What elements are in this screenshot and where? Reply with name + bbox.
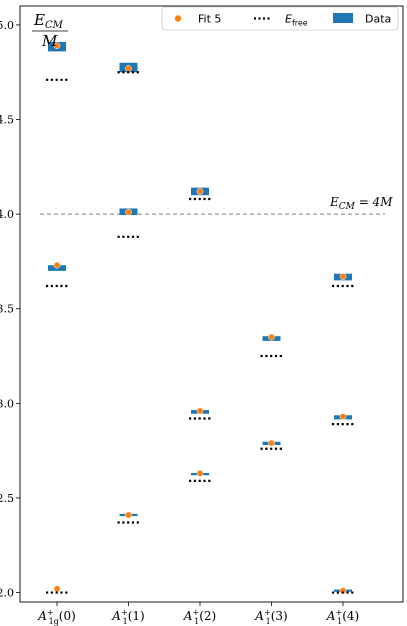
legend-box — [161, 6, 399, 31]
data-layer — [46, 41, 354, 594]
fit-point — [268, 439, 275, 447]
ref-annot-sub: CM — [339, 202, 356, 212]
fit-point — [339, 587, 347, 594]
y-axis: 2.0 2.5 3.0 3.5 4.0 4.5 5.0 — [0, 19, 20, 600]
reference-annotation: ECM = 4M — [329, 195, 393, 212]
ref-annot-lhs: E — [329, 195, 339, 209]
legend-free-label: Efree — [285, 13, 308, 28]
fit-point — [196, 188, 204, 195]
ylabel-denominator: M — [41, 32, 58, 50]
y-tick-label: 4.5 — [0, 114, 14, 127]
legend-free-label-main: E — [285, 13, 292, 26]
x-tick-label: A+ 1g(0) — [37, 608, 76, 626]
fit-point — [196, 469, 204, 477]
legend-fit-label: Fit 5 — [198, 13, 221, 26]
plot-area — [19, 5, 404, 603]
y-tick-label: 2.5 — [0, 492, 14, 505]
ylabel-numerator-sub: CM — [45, 20, 64, 31]
legend-fit-marker — [174, 15, 182, 22]
ylabel-numerator: ECM — [33, 11, 64, 31]
y-tick-label: 3.5 — [0, 303, 14, 316]
y-tick-label: 5.0 — [0, 19, 14, 32]
fit-point — [339, 413, 347, 420]
x-tick-label: A+ 1(4) — [326, 608, 359, 626]
fit-point — [53, 42, 61, 50]
ylabel-numerator-main: E — [33, 11, 45, 29]
fit-point — [53, 585, 61, 593]
y-tick-label: 2.0 — [0, 587, 14, 600]
fit-point — [339, 273, 347, 280]
x-tick-label: A+ 1(2) — [183, 608, 216, 626]
y-tick-label: 3.0 — [0, 397, 14, 410]
fit-point — [268, 333, 275, 341]
legend-data-marker — [333, 13, 353, 23]
y-tick-label: 4.0 — [0, 208, 14, 221]
fit-point — [53, 261, 61, 269]
legend: Fit 5 Efree Data — [161, 6, 399, 31]
fit-point — [125, 65, 132, 72]
x-axis: A+ 1g(0) A+ 1(1) A+ 1(2) A+ 1(3) A+ 1(4) — [37, 602, 359, 626]
fit-point — [125, 511, 132, 519]
x-tick-label: A+ 1(3) — [254, 608, 287, 626]
fit-point — [125, 208, 132, 216]
fit-point — [196, 407, 204, 415]
y-axis-label: ECM M — [32, 11, 68, 50]
plot-frame — [19, 5, 404, 603]
legend-data-label: Data — [365, 13, 391, 26]
ref-annot-rhs: = 4M — [355, 195, 393, 209]
x-tick-label: A+ 1(1) — [111, 608, 144, 626]
legend-free-label-sub: free — [292, 19, 308, 28]
